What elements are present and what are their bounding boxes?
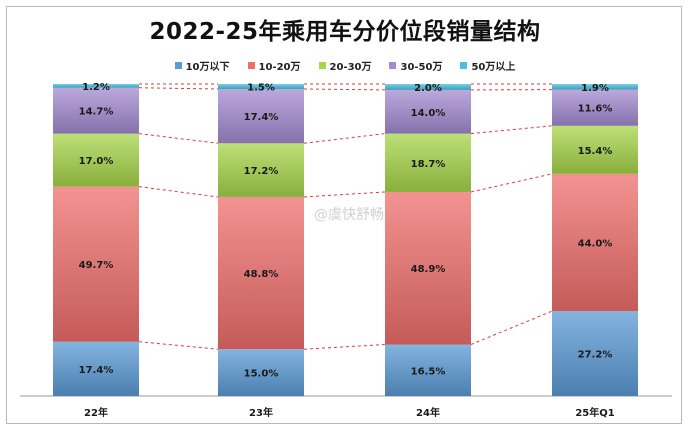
data-label: 16.5% xyxy=(411,366,446,377)
data-label: 15.4% xyxy=(578,146,613,157)
data-label: 1.9% xyxy=(581,83,609,94)
connector-line xyxy=(138,186,219,198)
x-tick-label: 25年Q1 xyxy=(575,406,614,419)
chart-title: 2022-25年乘用车分价位段销量结构 xyxy=(149,19,541,45)
bar-segment xyxy=(385,133,471,192)
legend-swatch xyxy=(247,62,255,69)
legend-swatch xyxy=(174,62,182,69)
connector-line xyxy=(303,88,386,91)
connector-line xyxy=(303,191,386,198)
connector-line xyxy=(138,87,219,90)
bar-segment xyxy=(218,84,304,89)
legend-label: 10万以下 xyxy=(185,62,230,73)
data-label: 11.6% xyxy=(578,104,613,115)
legend-label: 10-20万 xyxy=(258,62,301,73)
data-label: 17.4% xyxy=(244,112,279,123)
legend-item: 20-30万 xyxy=(318,58,372,73)
bar-segment xyxy=(552,84,638,90)
legend-swatch xyxy=(389,62,397,69)
bar-segment xyxy=(218,143,304,197)
connector-line xyxy=(138,341,219,350)
data-label: 17.4% xyxy=(79,365,114,376)
bar-segment xyxy=(53,87,139,134)
legend-swatch xyxy=(318,62,326,69)
chart-legend: 10万以下 10-20万 20-30万 30-50万 50万以上 xyxy=(0,58,690,73)
bar-segment xyxy=(53,186,139,342)
legend-item: 50万以上 xyxy=(460,58,515,73)
data-label: 44.0% xyxy=(578,238,613,249)
legend-label: 20-30万 xyxy=(329,62,372,73)
bar-segment xyxy=(385,84,471,90)
bar-segment xyxy=(53,133,139,187)
bar-segment xyxy=(385,89,471,134)
bar-segment xyxy=(218,349,304,396)
bar-segment xyxy=(385,344,471,396)
connector-line xyxy=(470,173,553,193)
legend-label: 30-50万 xyxy=(400,62,443,73)
x-tick-label: 23年 xyxy=(249,406,273,419)
connector-line xyxy=(303,133,386,144)
connector-line xyxy=(470,310,553,345)
bar-segment xyxy=(218,88,304,144)
data-label: 17.0% xyxy=(79,156,114,167)
data-label: 2.0% xyxy=(414,83,442,94)
legend-item: 10万以下 xyxy=(174,58,230,73)
bar-segment xyxy=(552,173,638,312)
watermark-text: @虞快舒畅 xyxy=(314,207,384,223)
data-label: 1.2% xyxy=(82,82,110,93)
bar-segment xyxy=(552,311,638,396)
bar-segment xyxy=(53,84,139,88)
data-label: 49.7% xyxy=(79,260,114,271)
data-label: 17.2% xyxy=(244,166,279,177)
bar-segment xyxy=(552,89,638,126)
bar-segment xyxy=(218,196,304,350)
connector-line xyxy=(303,344,386,350)
legend-swatch xyxy=(460,62,468,69)
bar-segment xyxy=(385,191,471,345)
data-label: 27.2% xyxy=(578,350,613,361)
bar-segment xyxy=(53,341,139,396)
legend-item: 10-20万 xyxy=(247,58,301,73)
x-tick-label: 24年 xyxy=(416,406,440,419)
data-label: 1.5% xyxy=(247,82,275,93)
data-label: 15.0% xyxy=(244,369,279,380)
bar-segment xyxy=(552,125,638,174)
data-label: 48.9% xyxy=(411,264,446,275)
data-label: 18.7% xyxy=(411,159,446,170)
connector-line xyxy=(470,125,553,135)
data-label: 48.8% xyxy=(244,269,279,280)
legend-item: 30-50万 xyxy=(389,58,442,73)
legend-label: 50万以上 xyxy=(471,62,516,73)
connector-line xyxy=(138,133,219,144)
data-label: 14.7% xyxy=(79,107,114,118)
x-tick-label: 22年 xyxy=(84,406,108,419)
data-label: 14.0% xyxy=(411,108,446,119)
